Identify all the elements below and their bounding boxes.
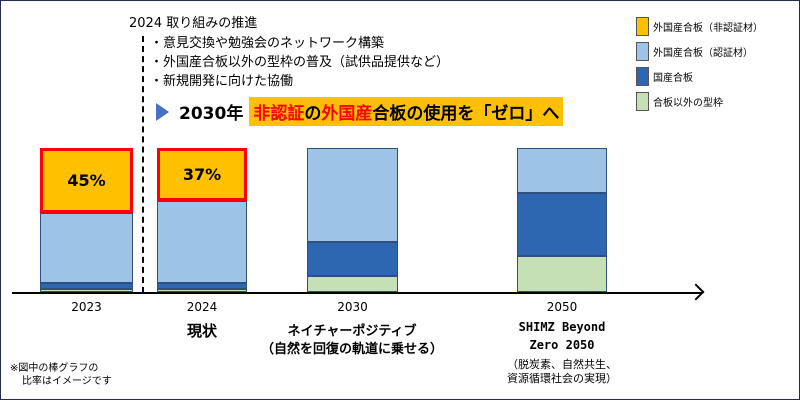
- bullet-2: ・外国産合板以外の型枠の普及（試供品提供など）: [150, 55, 450, 70]
- bar-segment: 37%: [157, 148, 247, 202]
- legend: 外国産合板（非認証材） 外国産合板（認証材） 国産合板 合板以外の型枠: [636, 14, 763, 114]
- initiatives-heading: 2024 取り組みの推進: [129, 16, 258, 31]
- legend-swatch: [636, 17, 649, 36]
- label-nature-positive-sub: （自然を回復の軌道に乗せる）: [260, 342, 443, 357]
- bar-segment: [307, 241, 398, 277]
- bar-segment: [40, 212, 133, 284]
- bar-segment: [517, 148, 607, 193]
- bar-2023: 45%: [40, 148, 133, 292]
- goal-part3: 外国産: [321, 104, 373, 124]
- legend-item: 外国産合板（非認証材）: [636, 14, 763, 39]
- label-shimz-4: 資源循環社会の実現）: [507, 372, 617, 385]
- label-shimz-3: （脱炭素、自然共生、: [507, 358, 617, 371]
- goal-part4: 合板の使用を「ゼロ」へ: [372, 104, 560, 124]
- year-label-2024: 2024: [186, 300, 218, 314]
- goal-part2: の: [304, 104, 322, 124]
- legend-label: 外国産合板（非認証材）: [653, 23, 763, 34]
- legend-swatch: [636, 92, 649, 111]
- bar-segment: [307, 276, 398, 292]
- time-axis: [12, 292, 702, 294]
- legend-item: 合板以外の型枠: [636, 89, 763, 114]
- bar-segment: [517, 192, 607, 256]
- bar-2030: [307, 148, 398, 292]
- bar-segment: [307, 148, 398, 242]
- label-current: 現状: [186, 322, 217, 340]
- bar-segment: [157, 289, 247, 292]
- legend-swatch: [636, 42, 649, 61]
- data-label: 45%: [67, 170, 106, 190]
- bar-segment: [517, 255, 607, 292]
- goal-year: 2030年: [179, 104, 244, 124]
- bullet-3: ・新規開発に向けた協働: [150, 74, 294, 89]
- bar-segment: [157, 283, 247, 290]
- footnote-line2: 比率はイメージです: [22, 376, 112, 387]
- label-nature-positive: ネイチャーポジティブ: [287, 324, 417, 339]
- triangle-icon: [156, 102, 169, 121]
- bar-segment: [40, 283, 133, 290]
- bullet-1: ・意見交換や勉強会のネットワーク構築: [150, 36, 385, 51]
- legend-label: 合板以外の型枠: [653, 98, 723, 109]
- data-label: 37%: [182, 165, 222, 185]
- year-label-2050: 2050: [546, 300, 578, 314]
- bar-2024: 37%: [157, 148, 247, 292]
- legend-item: 国産合板: [636, 64, 763, 89]
- goal-part1: 非認証: [253, 104, 305, 124]
- goal-text: 非認証の外国産合板の使用を「ゼロ」へ: [249, 97, 564, 126]
- label-shimz-2: Zero 2050: [529, 338, 595, 352]
- goal-banner: 2030年 非認証の外国産合板の使用を「ゼロ」へ: [156, 97, 564, 126]
- divider-2024: [142, 36, 144, 293]
- year-label-2030: 2030: [337, 300, 368, 314]
- label-shimz-1: SHIMZ Beyond: [518, 320, 606, 334]
- legend-label: 国産合板: [653, 73, 693, 84]
- legend-item: 外国産合板（認証材）: [636, 39, 763, 64]
- footnote: ※図中の棒グラフの 比率はイメージです: [10, 362, 112, 388]
- bar-segment: 45%: [40, 148, 133, 213]
- legend-label: 外国産合板（認証材）: [653, 48, 753, 59]
- legend-swatch: [636, 67, 649, 86]
- footnote-line1: ※図中の棒グラフの: [10, 363, 99, 374]
- bar-segment: [157, 201, 247, 284]
- year-label-2023: 2023: [71, 300, 102, 314]
- bar-segment: [40, 289, 133, 292]
- bar-2050: [517, 148, 607, 292]
